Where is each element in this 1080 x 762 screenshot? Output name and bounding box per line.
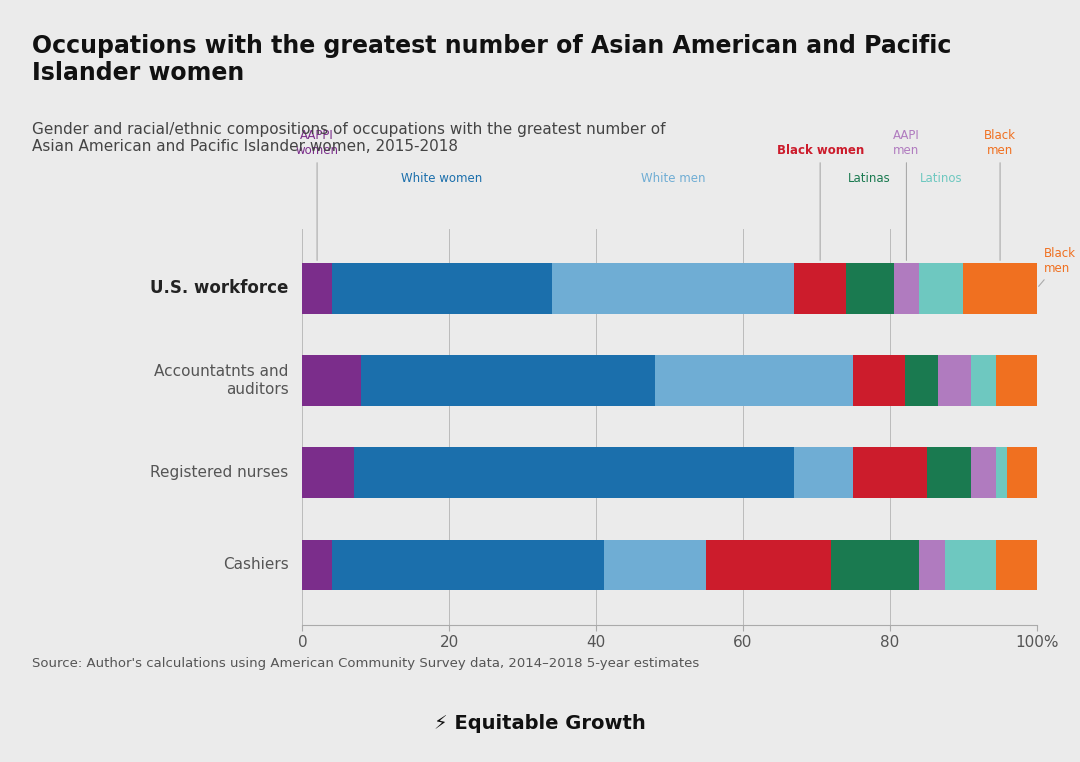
Bar (945, 539, 997, 591)
Bar (846, 263, 893, 314)
Text: Black women: Black women (777, 144, 864, 261)
Bar (905, 355, 937, 406)
Bar (853, 447, 927, 498)
Text: Latinos: Latinos (920, 171, 962, 185)
Bar (795, 447, 853, 498)
Bar (937, 355, 971, 406)
Bar (963, 263, 1037, 314)
Text: Occupations with the greatest number of Asian American and Pacific
Islander wome: Occupations with the greatest number of … (32, 34, 951, 85)
Bar (654, 355, 853, 406)
Bar (302, 355, 361, 406)
Bar (302, 447, 354, 498)
Text: AAPI
men: AAPI men (893, 130, 920, 261)
Bar (919, 263, 963, 314)
Bar (997, 447, 1008, 498)
Bar (332, 539, 604, 591)
Text: Black
men: Black men (1039, 247, 1076, 287)
Text: White men: White men (642, 171, 705, 185)
Bar (302, 263, 332, 314)
Text: Gender and racial/ethnic compositions of occupations with the greatest number of: Gender and racial/ethnic compositions of… (32, 122, 666, 155)
Bar (332, 263, 552, 314)
Text: Black
men: Black men (984, 130, 1016, 261)
Bar (354, 447, 795, 498)
Bar (919, 539, 945, 591)
Text: White women: White women (402, 171, 483, 185)
Bar (832, 539, 919, 591)
Bar (604, 539, 706, 591)
Bar (893, 263, 919, 314)
Bar (302, 539, 332, 591)
Bar (552, 263, 795, 314)
Text: AAPPI
women: AAPPI women (296, 130, 339, 261)
Text: Source: Author's calculations using American Community Survey data, 2014–2018 5-: Source: Author's calculations using Amer… (32, 657, 700, 670)
Bar (1008, 447, 1037, 498)
Bar (997, 355, 1037, 406)
Bar (971, 447, 997, 498)
Text: ⚡ Equitable Growth: ⚡ Equitable Growth (434, 715, 646, 733)
Bar (706, 539, 832, 591)
Bar (795, 263, 846, 314)
Bar (361, 355, 654, 406)
Bar (997, 539, 1037, 591)
Text: Latinas: Latinas (849, 171, 891, 185)
Bar (853, 355, 905, 406)
Bar (927, 447, 971, 498)
Bar (971, 355, 997, 406)
